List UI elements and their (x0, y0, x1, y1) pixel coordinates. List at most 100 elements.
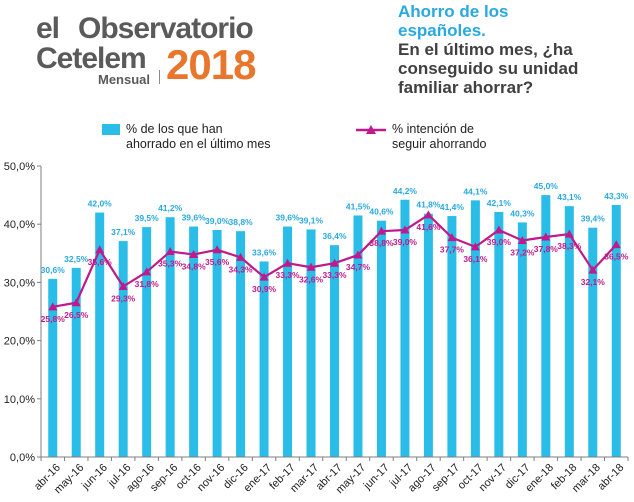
line-value-label: 29,3% (111, 293, 136, 303)
x-tick-label: abr-18 (596, 462, 627, 493)
line-marker-nov-17 (494, 225, 504, 234)
bar-value-label: 44,2% (393, 186, 418, 196)
bar-feb-17 (283, 226, 293, 457)
line-value-label: 35,3% (158, 259, 183, 269)
bar-value-label: 39,6% (182, 213, 207, 223)
line-marker-dic-16 (236, 252, 246, 261)
bar-oct-17 (470, 200, 480, 457)
bar-value-label: 32,5% (64, 254, 89, 264)
bar-value-label: 38,8% (229, 217, 254, 227)
line-value-label: 38,8% (369, 238, 394, 248)
bar-value-label: 39,5% (135, 213, 160, 223)
line-marker-may-17 (353, 250, 363, 259)
line-marker-mar-18 (588, 265, 598, 274)
bar-mar-17 (306, 229, 316, 457)
line-value-label: 33,3% (275, 270, 300, 280)
line-value-label: 37,7% (440, 245, 465, 255)
line-marker-jul-16 (118, 281, 128, 290)
line-series (48, 210, 621, 311)
header-question-line3: familiar ahorrar? (398, 78, 534, 97)
line-value-label: 25,8% (41, 314, 66, 324)
data-labels: 30,6%32,5%42,0%37,1%39,5%41,2%39,6% 39,0%… (41, 181, 629, 324)
line-value-label: 36,1% (463, 254, 488, 264)
line-marker-jul-17 (400, 225, 410, 234)
line-marker-ago-17 (423, 210, 433, 219)
y-tick-label: 20,0% (4, 336, 35, 348)
bar-value-label: 42,0% (88, 199, 113, 209)
line-marker-abr-18 (611, 240, 621, 249)
y-tick-label: 0,0% (10, 452, 35, 464)
line-marker-may-16 (71, 298, 81, 307)
line-value-label: 36,5% (604, 252, 629, 262)
bar-value-label: 41,4% (440, 202, 465, 212)
legend-label-intention-line1: % intención de (392, 122, 475, 136)
line-value-label: 41,6% (416, 222, 441, 232)
line-value-label: 32,6% (299, 274, 324, 284)
bar-nov-17 (494, 211, 504, 457)
bar-value-label: 37,1% (111, 227, 136, 237)
bar-value-label: 36,4% (322, 231, 347, 241)
line-value-label: 38,3% (557, 241, 582, 251)
bar-value-label: 41,5% (346, 201, 371, 211)
bar-series (48, 195, 621, 458)
y-tick-label: 10,0% (4, 394, 35, 406)
bar-value-label: 44,1% (463, 186, 488, 196)
y-tick-label: 40,0% (4, 219, 35, 231)
bar-ago-16 (142, 227, 152, 457)
bar-dic-17 (517, 222, 527, 457)
line-value-label: 34,7% (346, 262, 371, 272)
x-tick-label: jun-16 (79, 462, 110, 493)
bar-jul-16 (118, 241, 128, 457)
line-marker-ene-18 (541, 232, 551, 241)
line-value-label: 39,0% (393, 237, 418, 247)
x-tick-label: jun-17 (361, 462, 392, 493)
bar-value-label: 43,3% (604, 191, 629, 201)
bar-value-label: 39,1% (299, 215, 324, 225)
legend-label-saved-line2: ahorrado en el último mes (126, 137, 271, 151)
bar-sep-17 (447, 216, 457, 457)
line-marker-dic-17 (517, 235, 527, 244)
legend-swatch-line (356, 125, 386, 134)
line-value-label: 35,6% (88, 257, 113, 267)
line-marker-ago-16 (142, 267, 152, 276)
bar-oct-16 (189, 226, 199, 457)
legend-item-saved: % de los que han ahorrado en el último m… (102, 122, 271, 152)
bar-may-17 (353, 215, 363, 457)
line-value-label: 34,8% (182, 261, 207, 271)
line-marker-abr-16 (48, 302, 58, 311)
bar-value-label: 41,2% (158, 203, 183, 213)
bar-jun-16 (95, 212, 105, 457)
bar-value-label: 45,0% (534, 181, 559, 191)
logo-separator (159, 70, 160, 84)
line-value-label: 34,3% (229, 264, 254, 274)
bar-value-label: 40,3% (510, 208, 535, 218)
logo-word-el: el (36, 12, 60, 45)
line-value-label: 39,0% (487, 237, 512, 247)
line-marker-feb-17 (283, 258, 293, 267)
logo-word-cetelem: Cetelem (36, 42, 147, 75)
bar-value-label: 39,6% (275, 213, 300, 223)
header-question-line2: conseguido su unidad (398, 59, 579, 78)
header-question-line1: En el último mes, ¿ha (398, 40, 573, 59)
line-value-label: 33,3% (322, 270, 347, 280)
header-title-line2: españoles. (398, 21, 486, 40)
bar-value-label: 39,0% (205, 216, 230, 226)
line-marker-oct-16 (189, 249, 199, 258)
line-value-label: 37,8% (534, 244, 559, 254)
bar-mar-18 (588, 227, 598, 457)
bar-nov-16 (212, 230, 222, 457)
line-marker-feb-18 (564, 229, 574, 238)
chart-header: Ahorro de los españoles. En el último me… (398, 2, 634, 97)
bar-jun-17 (376, 220, 386, 457)
legend-label-intention-line2: seguir ahorrando (392, 137, 487, 151)
line-marker-sep-17 (447, 233, 457, 242)
observatorio-cetelem-logo: el Observatorio Cetelem Mensual 2018 (28, 6, 278, 90)
bar-value-label: 39,4% (581, 214, 606, 224)
logo-word-mensual: Mensual (98, 72, 151, 87)
line-value-label: 32,1% (581, 277, 606, 287)
y-tick-label: 50,0% (4, 161, 35, 173)
line-value-label: 26,5% (64, 310, 89, 320)
legend-item-intention: % intención de seguir ahorrando (356, 122, 487, 152)
line-marker-oct-17 (470, 242, 480, 251)
